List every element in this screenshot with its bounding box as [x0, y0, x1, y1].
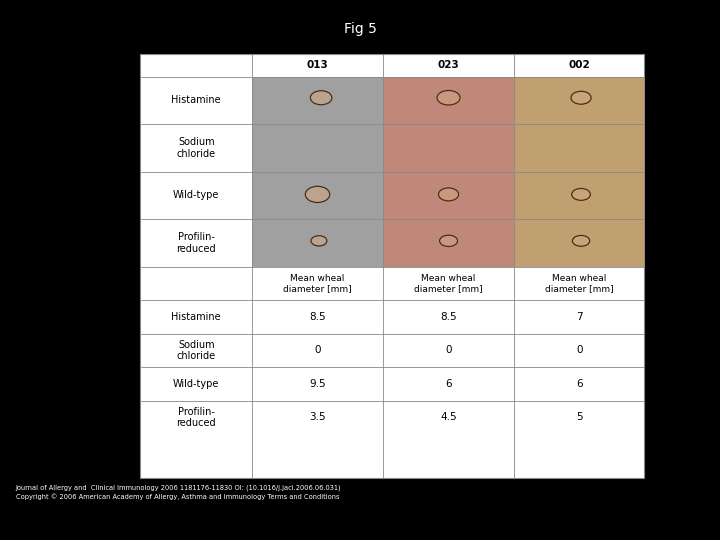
Ellipse shape: [572, 235, 590, 247]
Text: Journal of Allergy and  Clinical Immunology 2006 1181176-11830 OI: (10.1016/j.ja: Journal of Allergy and Clinical Immunolo…: [16, 485, 341, 491]
Ellipse shape: [433, 231, 464, 251]
Text: Mean wheal
diameter [mm]: Mean wheal diameter [mm]: [283, 274, 352, 293]
Ellipse shape: [564, 87, 598, 109]
Bar: [514, 77, 645, 267]
Text: 6: 6: [576, 379, 583, 389]
Text: Profilin-
reduced: Profilin- reduced: [176, 407, 216, 428]
Ellipse shape: [302, 86, 340, 110]
Ellipse shape: [431, 184, 466, 205]
Ellipse shape: [436, 90, 462, 106]
Text: Sodium
chloride: Sodium chloride: [176, 137, 216, 159]
Ellipse shape: [567, 232, 595, 250]
Text: Copyright © 2006 American Academy of Allergy, Asthma and Immunology Terms and Co: Copyright © 2006 American Academy of All…: [16, 494, 339, 500]
Text: 0: 0: [576, 346, 583, 355]
Text: 9.5: 9.5: [309, 379, 326, 389]
Text: 4.5: 4.5: [440, 413, 457, 422]
Ellipse shape: [570, 91, 592, 105]
Bar: [140, 54, 644, 478]
Ellipse shape: [565, 184, 597, 205]
Text: 023: 023: [438, 60, 459, 70]
Ellipse shape: [438, 187, 459, 201]
Text: 6: 6: [445, 379, 452, 389]
Ellipse shape: [305, 232, 333, 249]
Text: Histamine: Histamine: [171, 96, 221, 105]
Text: 0: 0: [445, 346, 452, 355]
Text: 7: 7: [576, 312, 583, 322]
Text: Mean wheal
diameter [mm]: Mean wheal diameter [mm]: [545, 274, 614, 293]
Ellipse shape: [304, 185, 331, 203]
Text: Histamine: Histamine: [171, 312, 221, 322]
Text: 002: 002: [569, 60, 590, 70]
Text: 5: 5: [576, 413, 583, 422]
Text: 8.5: 8.5: [309, 312, 326, 322]
Text: 0: 0: [314, 346, 321, 355]
Bar: [383, 77, 514, 267]
Text: Sodium
chloride: Sodium chloride: [176, 340, 216, 361]
Text: 8.5: 8.5: [440, 312, 457, 322]
Ellipse shape: [429, 85, 468, 110]
Bar: [252, 77, 383, 267]
Text: Wild-type: Wild-type: [173, 191, 220, 200]
Text: 013: 013: [307, 60, 328, 70]
Ellipse shape: [571, 188, 591, 201]
Ellipse shape: [310, 235, 328, 246]
Text: 3.5: 3.5: [309, 413, 326, 422]
Ellipse shape: [297, 180, 338, 208]
Text: Fig 5: Fig 5: [343, 22, 377, 36]
Ellipse shape: [438, 234, 459, 247]
Text: Mean wheal
diameter [mm]: Mean wheal diameter [mm]: [414, 274, 483, 293]
Text: Wild-type: Wild-type: [173, 379, 220, 389]
Ellipse shape: [309, 90, 333, 105]
Text: Profilin-
reduced: Profilin- reduced: [176, 232, 216, 254]
